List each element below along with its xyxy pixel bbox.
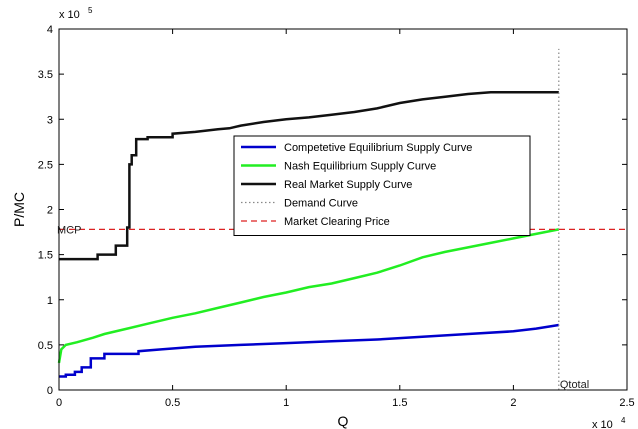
y-tick-label: 4 bbox=[47, 24, 53, 36]
y-tick-label: 3.5 bbox=[38, 69, 53, 81]
annotation-qtotal: Qtotal bbox=[560, 379, 589, 391]
real-market-supply-curve-line bbox=[59, 90, 559, 261]
y-exponent-power: 5 bbox=[88, 6, 93, 15]
legend-box bbox=[233, 135, 531, 236]
chart-legend: Competetive Equilibrium Supply Curve Nash… bbox=[233, 135, 531, 236]
y-tick-label: 0.5 bbox=[38, 340, 53, 352]
x-tick-label: 1 bbox=[283, 397, 289, 409]
y-tick-label: 2.5 bbox=[38, 159, 53, 171]
y-axis-ticks: 0 0.5 1 1.5 2 2.5 3 3.5 4 bbox=[38, 24, 627, 397]
x-tick-label: 2 bbox=[510, 397, 516, 409]
y-tick-label: 3 bbox=[47, 114, 53, 126]
legend-label-competetive-equilibrium-supply-curve: Competetive Equilibrium Supply Curve bbox=[284, 142, 472, 154]
x-tick-label: 1.5 bbox=[392, 397, 407, 409]
y-exponent-base: x 10 bbox=[59, 9, 80, 21]
x-exponent-base: x 10 bbox=[592, 419, 613, 429]
chart-annotations: MCP Qtotal bbox=[57, 224, 589, 391]
x-axis-exponent: x 10 4 bbox=[592, 416, 626, 429]
x-exponent-power: 4 bbox=[621, 416, 626, 425]
y-axis-label: P/MC bbox=[11, 192, 27, 227]
y-tick-label: 2 bbox=[47, 205, 53, 217]
legend-label-demand-curve: Demand Curve bbox=[284, 198, 358, 210]
y-axis-exponent: x 10 5 bbox=[59, 6, 93, 21]
y-tick-label: 1.5 bbox=[38, 250, 53, 262]
y-tick-label: 1 bbox=[47, 295, 53, 307]
y-tick-label: 0 bbox=[47, 385, 53, 397]
x-tick-label: 2.5 bbox=[619, 397, 634, 409]
legend-label-market-clearing-price: Market Clearing Price bbox=[284, 216, 390, 228]
legend-label-nash-equilibrium-supply-curve: Nash Equilibrium Supply Curve bbox=[284, 161, 436, 173]
annotation-mcp: MCP bbox=[57, 224, 81, 236]
competetive-equilibrium-supply-curve-line bbox=[59, 323, 559, 378]
x-tick-label: 0.5 bbox=[165, 397, 180, 409]
legend-label-real-market-supply-curve: Real Market Supply Curve bbox=[284, 179, 412, 191]
x-axis-ticks: 0 0.5 1 1.5 2 2.5 bbox=[56, 29, 635, 409]
x-tick-label: 0 bbox=[56, 397, 62, 409]
nash-equilibrium-supply-curve-line bbox=[57, 228, 560, 364]
x-axis-label: Q bbox=[338, 413, 349, 429]
